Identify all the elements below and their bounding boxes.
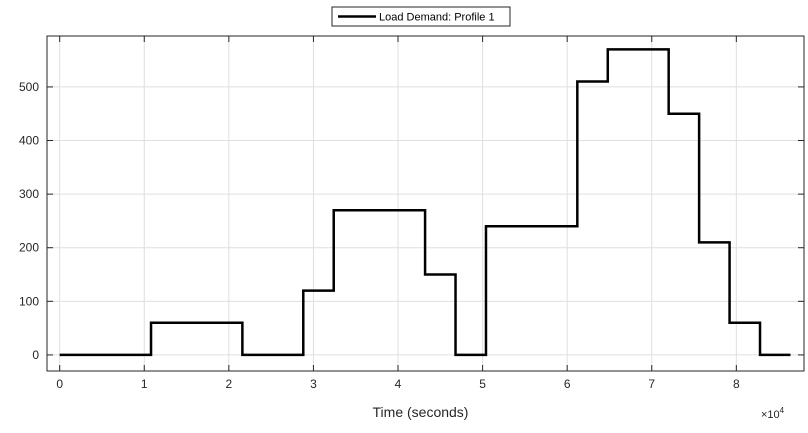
y-tick-label: 100 (19, 294, 39, 308)
x-tick-label: 5 (479, 377, 486, 391)
y-tick-label: 400 (19, 134, 39, 148)
y-tick-label: 200 (19, 241, 39, 255)
x-exponent-base: ×10 (761, 409, 780, 421)
x-tick-label: 2 (226, 377, 233, 391)
x-tick-label: 7 (648, 377, 655, 391)
plot-background (47, 36, 804, 371)
x-tick-label: 1 (141, 377, 148, 391)
x-axis-ticks: 0 1 2 3 4 5 6 7 8 (56, 36, 740, 391)
x-tick-label: 8 (733, 377, 740, 391)
y-tick-label: 0 (32, 348, 39, 362)
x-tick-label: 4 (395, 377, 402, 391)
x-tick-label: 0 (56, 377, 63, 391)
x-tick-label: 3 (310, 377, 317, 391)
y-axis-ticks: 0 100 200 300 400 500 (19, 80, 804, 362)
y-tick-label: 500 (19, 80, 39, 94)
x-tick-label: 6 (564, 377, 571, 391)
x-exponent-label: ×104 (761, 406, 785, 421)
legend-label: Load Demand: Profile 1 (379, 12, 495, 24)
plot-frame (46, 35, 805, 372)
legend: Load Demand: Profile 1 (331, 6, 511, 27)
series-group (59, 48, 791, 357)
legend-box (331, 6, 511, 27)
grid (47, 36, 804, 371)
x-axis-title: Time (seconds) (373, 404, 469, 420)
x-exponent-power: 4 (780, 406, 785, 415)
y-tick-label: 300 (19, 187, 39, 201)
series-line-load-demand (59, 48, 791, 357)
